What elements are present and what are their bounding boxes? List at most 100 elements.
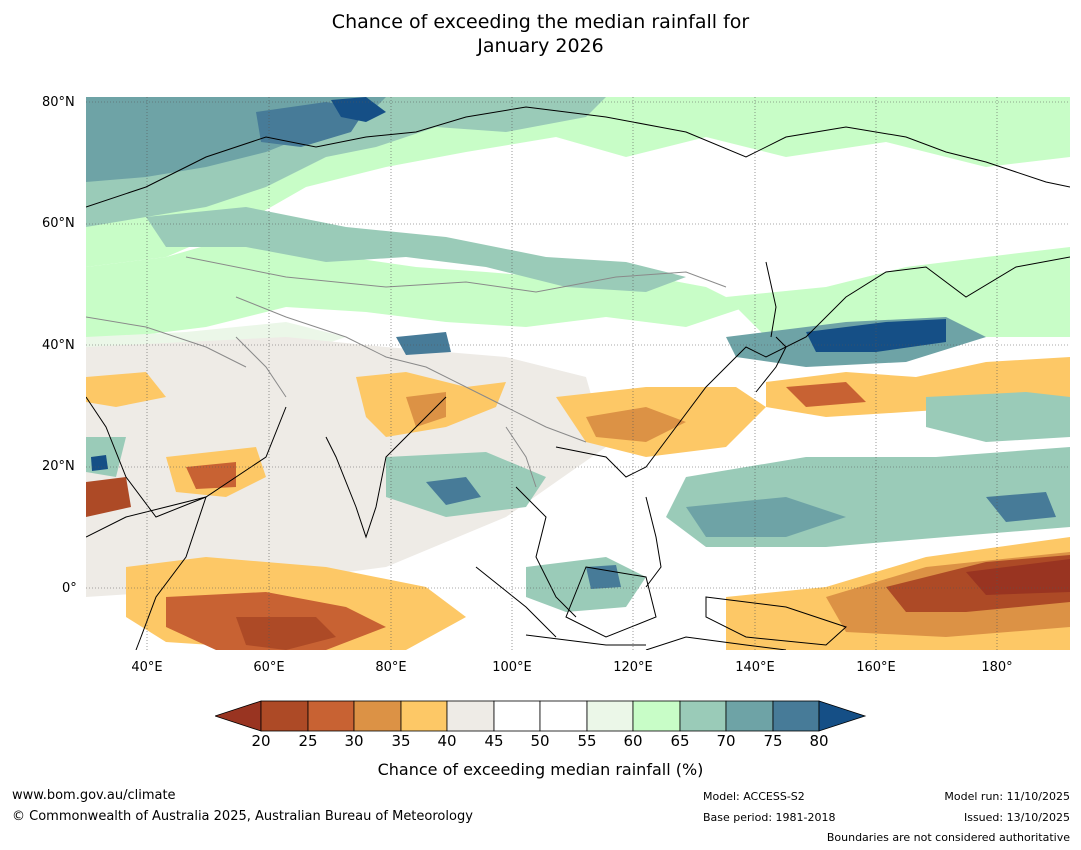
lat-label-60n: 60°N [42, 216, 75, 231]
dry-region [586, 407, 686, 442]
dry-region [86, 477, 131, 517]
coastline-new-guinea [705, 596, 847, 646]
website-link[interactable]: www.bom.gov.au/climate [12, 788, 176, 803]
colorbar-swatch [679, 700, 727, 732]
title-line-2: January 2026 [477, 35, 604, 57]
lon-label-140e: 140°E [735, 660, 775, 675]
colorbar-tick: 45 [484, 732, 504, 750]
coastline-arabia [86, 396, 287, 518]
border-line [505, 426, 537, 488]
dry-region [236, 617, 336, 650]
wet-region [331, 97, 386, 122]
border-line [86, 316, 247, 368]
dry-region [86, 372, 166, 407]
colorbar-swatch [586, 700, 634, 732]
colorbar-tick: 40 [437, 732, 457, 750]
lon-label-80e: 80°E [375, 660, 407, 675]
colorbar-swatch [725, 700, 774, 732]
wet-band [806, 319, 946, 352]
lon-label-40e: 40°E [131, 660, 163, 675]
wet-region [86, 237, 746, 337]
colorbar-tick: 30 [344, 732, 364, 750]
colorbar-tick: 20 [251, 732, 271, 750]
colorbar-arrow-high [818, 700, 867, 732]
coastline-east-asia [555, 256, 1070, 478]
map-svg [86, 97, 1070, 650]
copyright-text: © Commonwealth of Australia 2025, Austra… [12, 809, 473, 824]
map-title: Chance of exceeding the median rainfall … [0, 10, 1081, 58]
rainfall-map [86, 97, 1070, 650]
coastlines [86, 106, 1070, 650]
wet-band [396, 332, 451, 355]
wet-region [256, 102, 366, 147]
wet-region [146, 207, 686, 292]
colorbar-tick: 25 [298, 732, 318, 750]
model-text: Model: ACCESS-S2 [703, 790, 805, 803]
colorbar-swatch [446, 700, 495, 732]
coastline-arctic [86, 106, 1070, 208]
colorbar-swatch [353, 700, 402, 732]
lon-label-180: 180° [981, 660, 1013, 675]
coastline-africa [86, 496, 207, 650]
lon-label-60e: 60°E [253, 660, 285, 675]
dry-region [186, 462, 236, 489]
coastline-australia [645, 636, 787, 650]
graticule [86, 97, 1070, 650]
colorbar-svg [213, 700, 867, 732]
colorbar-swatch [772, 700, 820, 732]
issued-text: Issued: 13/10/2025 [963, 811, 1070, 824]
wet-band [586, 565, 621, 589]
borders [86, 256, 727, 488]
border-line [235, 336, 287, 398]
coastline-sakhalin [765, 261, 777, 338]
lat-label-80n: 80°N [42, 95, 75, 110]
colorbar-swatch [539, 700, 588, 732]
dry-region [786, 382, 866, 407]
lon-label-100e: 100°E [492, 660, 532, 675]
coastline-sumatra [475, 566, 557, 638]
colorbar-swatch [493, 700, 541, 732]
base-period-text: Base period: 1981-2018 [703, 811, 836, 824]
lon-label-160e: 160°E [856, 660, 896, 675]
wet-regions [86, 97, 1070, 377]
colorbar-tick: 80 [809, 732, 829, 750]
colorbar-swatch [260, 700, 309, 732]
border-line [465, 386, 587, 443]
border-line [185, 256, 727, 293]
wet-band [426, 477, 481, 505]
colorbar-tick: 55 [577, 732, 597, 750]
lon-label-120e: 120°E [613, 660, 653, 675]
wet-band [986, 492, 1056, 522]
coastline-japan [755, 336, 787, 393]
colorbar-swatch [400, 700, 448, 732]
colorbar-tick: 60 [623, 732, 643, 750]
colorbar-tick: 50 [530, 732, 550, 750]
colorbar-arrow-low [213, 700, 262, 732]
dry-region [966, 559, 1070, 595]
colorbar-label: Chance of exceeding median rainfall (%) [377, 760, 704, 779]
model-run-text: Model run: 11/10/2025 [944, 790, 1070, 803]
border-line [235, 296, 467, 388]
lat-label-40n: 40°N [42, 338, 75, 353]
title-line-1: Chance of exceeding the median rainfall … [331, 11, 750, 33]
disclaimer-text: Boundaries are not considered authoritat… [826, 831, 1070, 844]
coastline-india [325, 396, 447, 539]
lat-label-0: 0° [62, 581, 77, 596]
coastline-indochina [515, 486, 577, 618]
coastline-philippines [645, 496, 662, 588]
colorbar-tick: 75 [763, 732, 783, 750]
wet-region [726, 247, 1070, 342]
coastline-java [525, 634, 646, 646]
colorbar-swatch [307, 700, 355, 732]
lat-label-20n: 20°N [42, 459, 75, 474]
tropical-wet-bands [86, 317, 1070, 612]
coastline-borneo [565, 566, 657, 638]
wet-band [686, 497, 846, 537]
wet-band [926, 392, 1070, 442]
colorbar-tick: 65 [670, 732, 690, 750]
colorbar-swatch [632, 700, 681, 732]
wet-band [91, 455, 108, 471]
colorbar [213, 700, 867, 736]
colorbar-tick: 70 [716, 732, 736, 750]
colorbar-tick: 35 [391, 732, 411, 750]
